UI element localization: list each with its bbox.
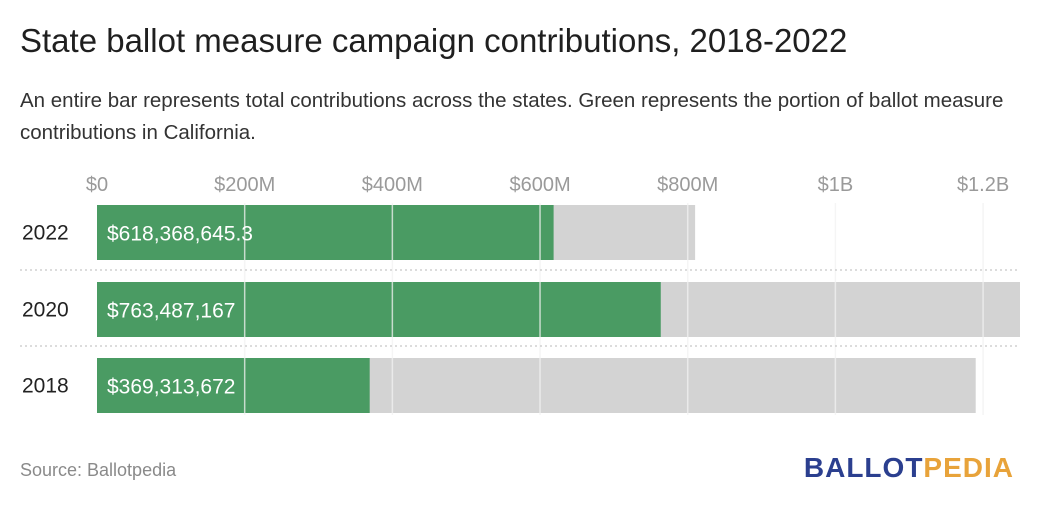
california-bar xyxy=(97,282,661,337)
year-label: 2022 xyxy=(22,222,69,245)
value-label: $763,487,167 xyxy=(107,300,235,323)
x-tick-label: $400M xyxy=(362,174,423,196)
x-tick-label: $800M xyxy=(657,174,718,196)
ballotpedia-logo: BALLOTPEDIA xyxy=(803,452,1014,483)
x-tick-label: $0 xyxy=(86,174,108,196)
chart-title: State ballot measure campaign contributi… xyxy=(20,22,848,59)
year-label: 2020 xyxy=(22,299,69,322)
x-tick-label: $600M xyxy=(509,174,570,196)
source-note: Source: Ballotpedia xyxy=(20,460,177,480)
year-label: 2018 xyxy=(22,375,69,398)
california-bar xyxy=(97,358,370,413)
value-label: $618,368,645.3 xyxy=(107,223,253,246)
chart-subtitle: An entire bar represents total contribut… xyxy=(20,89,1004,144)
x-tick-label: $1.2B xyxy=(957,174,1009,196)
bar-chart: $0 $200M $400M $600M $800M $1B $1.2B 2022 2020 20… xyxy=(20,174,1020,415)
california-bar xyxy=(97,205,554,260)
value-label: $369,313,672 xyxy=(107,376,235,399)
x-tick-label: $1B xyxy=(818,174,854,196)
x-tick-label: $200M xyxy=(214,174,275,196)
